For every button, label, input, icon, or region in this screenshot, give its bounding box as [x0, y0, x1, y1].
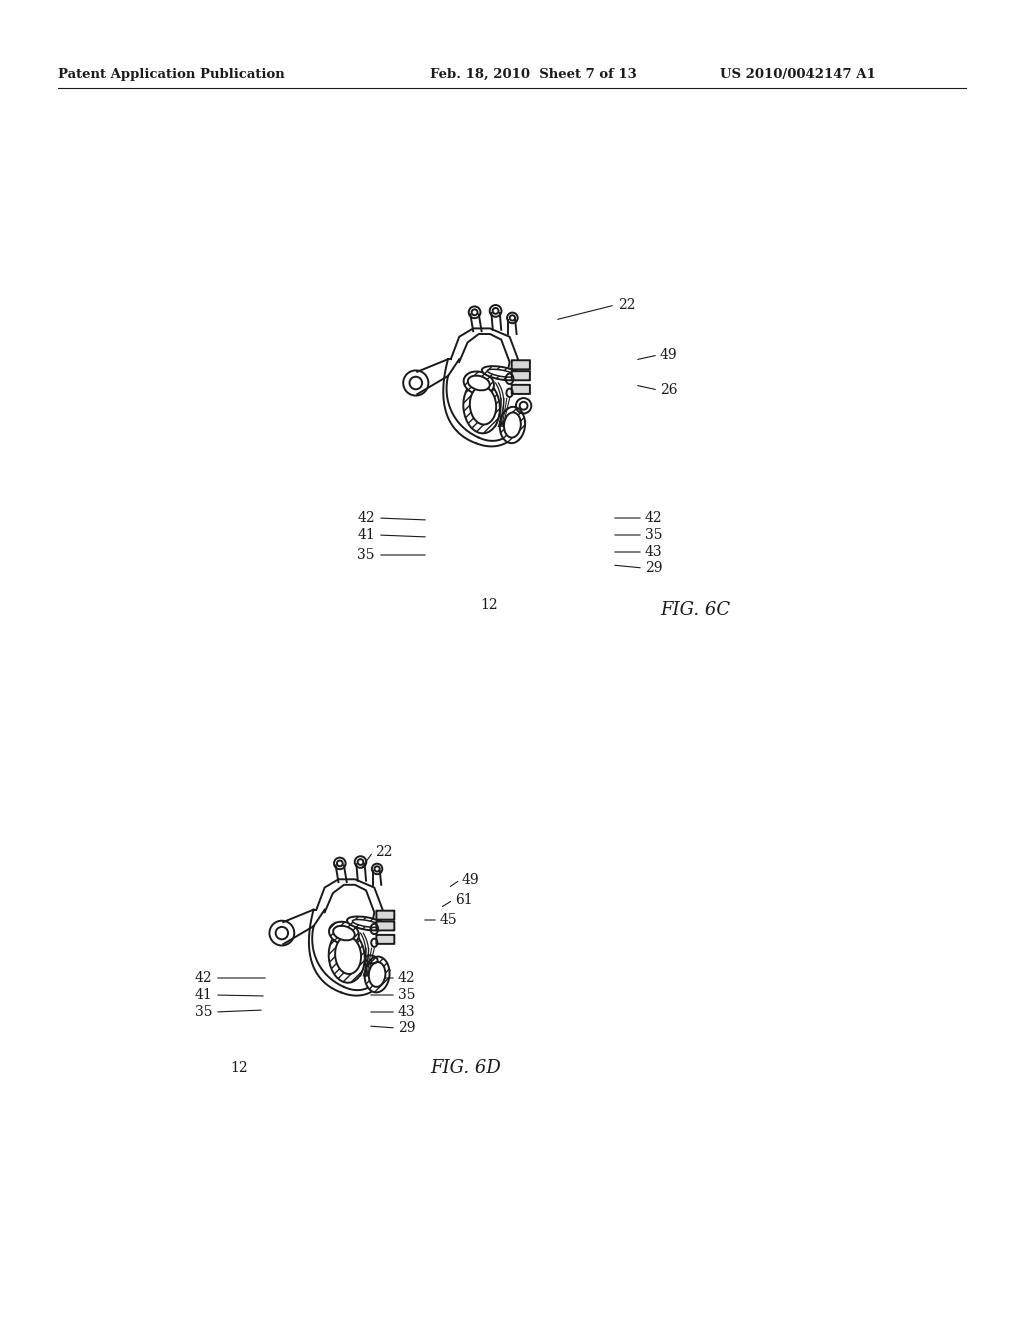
Text: FIG. 6C: FIG. 6C	[660, 601, 730, 619]
Ellipse shape	[369, 962, 385, 987]
Ellipse shape	[333, 925, 354, 940]
Ellipse shape	[500, 407, 525, 444]
Text: 43: 43	[398, 1005, 416, 1019]
FancyBboxPatch shape	[512, 371, 529, 380]
Text: 42: 42	[645, 511, 663, 525]
FancyBboxPatch shape	[512, 360, 529, 370]
Text: 42: 42	[357, 511, 375, 525]
Text: 12: 12	[480, 598, 498, 612]
Text: US 2010/0042147 A1: US 2010/0042147 A1	[720, 69, 876, 81]
Text: 29: 29	[645, 561, 663, 576]
Text: 42: 42	[195, 972, 212, 985]
Ellipse shape	[335, 936, 361, 974]
Ellipse shape	[504, 412, 521, 437]
Text: 35: 35	[398, 987, 416, 1002]
Text: 43: 43	[645, 545, 663, 558]
Ellipse shape	[352, 920, 380, 928]
Text: 42: 42	[398, 972, 416, 985]
Text: 41: 41	[195, 987, 212, 1002]
Ellipse shape	[464, 371, 494, 395]
Ellipse shape	[468, 376, 489, 391]
Text: 35: 35	[645, 528, 663, 543]
FancyBboxPatch shape	[377, 935, 394, 944]
Ellipse shape	[470, 387, 497, 425]
Text: 12: 12	[230, 1061, 248, 1074]
Ellipse shape	[463, 380, 500, 433]
Text: 41: 41	[357, 528, 375, 543]
Text: 29: 29	[398, 1020, 416, 1035]
Text: 35: 35	[357, 548, 375, 562]
Text: 45: 45	[440, 913, 458, 927]
Text: 49: 49	[660, 348, 678, 362]
Ellipse shape	[329, 931, 365, 982]
FancyBboxPatch shape	[377, 911, 394, 920]
Text: FIG. 6D: FIG. 6D	[430, 1059, 501, 1077]
Text: Patent Application Publication: Patent Application Publication	[58, 69, 285, 81]
Ellipse shape	[329, 921, 358, 945]
FancyBboxPatch shape	[377, 921, 394, 931]
FancyBboxPatch shape	[512, 385, 529, 393]
Text: 35: 35	[195, 1005, 212, 1019]
Ellipse shape	[347, 916, 385, 931]
Ellipse shape	[487, 370, 515, 378]
Text: 22: 22	[618, 298, 636, 312]
Text: 26: 26	[660, 383, 678, 397]
Ellipse shape	[365, 957, 389, 993]
Text: 22: 22	[375, 845, 392, 859]
Text: Feb. 18, 2010  Sheet 7 of 13: Feb. 18, 2010 Sheet 7 of 13	[430, 69, 637, 81]
Text: 61: 61	[455, 894, 473, 907]
Text: 49: 49	[462, 873, 479, 887]
Ellipse shape	[482, 366, 520, 380]
